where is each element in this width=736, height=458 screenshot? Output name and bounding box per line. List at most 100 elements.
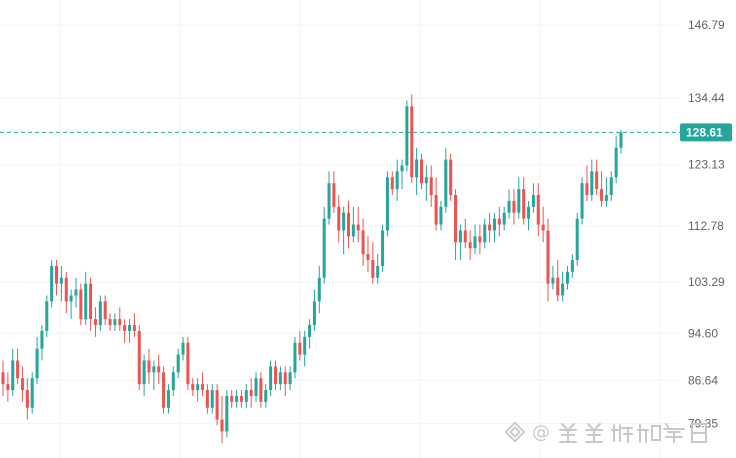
candles[interactable] — [1, 94, 623, 444]
candle[interactable] — [322, 206, 326, 284]
candle[interactable] — [118, 307, 122, 331]
candle[interactable] — [454, 189, 458, 261]
candle[interactable] — [162, 366, 166, 414]
candle[interactable] — [507, 189, 511, 219]
candle[interactable] — [468, 230, 472, 261]
candle[interactable] — [152, 360, 156, 391]
candle[interactable] — [512, 189, 516, 225]
candle[interactable] — [405, 100, 409, 172]
candle[interactable] — [527, 200, 531, 231]
candle[interactable] — [132, 313, 136, 337]
candle[interactable] — [390, 171, 394, 196]
candle[interactable] — [147, 348, 151, 385]
candle[interactable] — [458, 224, 462, 261]
candle[interactable] — [283, 366, 287, 396]
candle[interactable] — [439, 200, 443, 231]
candle[interactable] — [98, 295, 102, 331]
candle[interactable] — [59, 265, 63, 302]
candle[interactable] — [186, 336, 190, 391]
candle[interactable] — [483, 218, 487, 249]
candle[interactable] — [395, 159, 399, 201]
candle[interactable] — [249, 378, 253, 408]
candle[interactable] — [351, 206, 355, 243]
candle[interactable] — [273, 360, 278, 391]
candle[interactable] — [40, 325, 44, 361]
candle[interactable] — [376, 254, 380, 284]
candle[interactable] — [531, 183, 535, 213]
candle[interactable] — [171, 366, 175, 396]
candle[interactable] — [215, 384, 219, 426]
candle[interactable] — [536, 183, 540, 237]
candle[interactable] — [201, 372, 205, 396]
candle[interactable] — [298, 330, 302, 361]
candle[interactable] — [478, 224, 482, 255]
candle[interactable] — [181, 336, 185, 361]
candle[interactable] — [361, 218, 365, 266]
candle[interactable] — [20, 366, 24, 402]
candle[interactable] — [434, 177, 438, 231]
candle[interactable] — [176, 348, 180, 379]
candle[interactable] — [473, 224, 477, 255]
candle[interactable] — [429, 165, 433, 207]
candle[interactable] — [371, 242, 375, 284]
candle[interactable] — [449, 153, 453, 201]
candle[interactable] — [103, 295, 107, 326]
candle[interactable] — [619, 130, 623, 154]
candle[interactable] — [317, 265, 321, 314]
candle[interactable] — [342, 206, 346, 255]
candle[interactable] — [502, 206, 506, 231]
candle[interactable] — [419, 153, 423, 190]
candle[interactable] — [308, 319, 312, 349]
candle[interactable] — [128, 319, 132, 343]
candle[interactable] — [6, 372, 10, 402]
candle[interactable] — [604, 177, 608, 207]
candle[interactable] — [492, 212, 496, 243]
candle[interactable] — [570, 254, 574, 278]
candle[interactable] — [79, 283, 83, 326]
candle[interactable] — [74, 277, 78, 308]
candle[interactable] — [400, 159, 404, 190]
candle[interactable] — [113, 313, 117, 331]
candle[interactable] — [312, 289, 316, 331]
candle[interactable] — [337, 195, 341, 243]
candle[interactable] — [108, 313, 112, 331]
candle[interactable] — [35, 336, 39, 385]
candle[interactable] — [346, 200, 351, 249]
candle[interactable] — [614, 135, 618, 184]
candle[interactable] — [157, 354, 161, 385]
candle[interactable] — [30, 372, 34, 414]
candle[interactable] — [327, 171, 331, 225]
candle[interactable] — [45, 295, 49, 337]
candle[interactable] — [303, 330, 307, 367]
candle[interactable] — [50, 260, 54, 308]
candle[interactable] — [580, 177, 584, 225]
candle[interactable] — [142, 354, 146, 396]
candle[interactable] — [254, 372, 258, 402]
candle[interactable] — [551, 265, 555, 290]
candle[interactable] — [69, 289, 73, 320]
candle[interactable] — [366, 236, 370, 272]
candle[interactable] — [541, 206, 545, 243]
candle[interactable] — [210, 384, 214, 414]
candle[interactable] — [205, 384, 209, 414]
candle[interactable] — [230, 390, 234, 408]
candle[interactable] — [488, 212, 492, 243]
candle[interactable] — [235, 390, 239, 408]
candle[interactable] — [264, 384, 268, 408]
candle[interactable] — [288, 366, 292, 391]
candle[interactable] — [415, 147, 419, 196]
candle[interactable] — [239, 390, 243, 408]
candle[interactable] — [410, 94, 414, 184]
candle[interactable] — [565, 265, 569, 290]
candle[interactable] — [556, 260, 560, 302]
candle[interactable] — [575, 212, 579, 266]
candle[interactable] — [166, 384, 170, 414]
candle[interactable] — [16, 348, 20, 385]
candle[interactable] — [11, 348, 15, 396]
candle[interactable] — [546, 218, 550, 302]
candle[interactable] — [356, 206, 360, 243]
candle[interactable] — [497, 206, 501, 237]
candle[interactable] — [385, 171, 389, 237]
candle[interactable] — [225, 390, 229, 438]
